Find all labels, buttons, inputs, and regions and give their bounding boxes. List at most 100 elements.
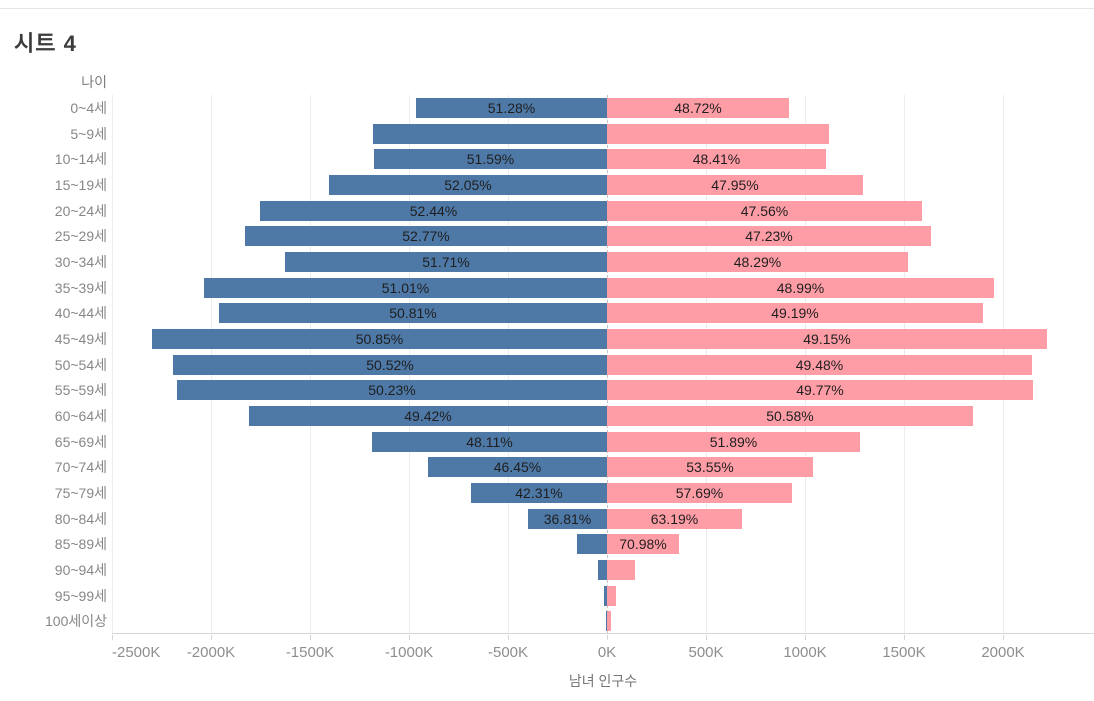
female-bar[interactable]: 57.69% (607, 483, 792, 503)
male-bar[interactable]: 50.23% (177, 380, 607, 400)
female-bar-label: 47.56% (740, 203, 789, 219)
x-tick-mark (112, 635, 113, 640)
female-bar[interactable]: 48.99% (607, 278, 994, 298)
age-row-label: 80~84세 (54, 511, 107, 527)
male-bar[interactable]: 52.77% (245, 226, 607, 246)
x-tick-label: 0K (597, 644, 617, 661)
male-bar[interactable]: 50.52% (173, 355, 607, 375)
x-tick-label: 1500K (882, 644, 926, 661)
female-bar[interactable]: 49.48% (607, 355, 1032, 375)
female-bar[interactable]: 50.58% (607, 406, 973, 426)
male-bar-label: 52.77% (402, 228, 450, 244)
female-bar[interactable]: 53.55% (607, 457, 813, 477)
window-top-border (0, 8, 1094, 9)
male-bar-label: 36.81% (543, 511, 592, 527)
male-bar[interactable]: 49.42% (249, 406, 607, 426)
female-bar[interactable]: 63.19% (607, 509, 742, 529)
female-bar-label: 48.41% (692, 151, 741, 167)
male-bar[interactable] (373, 124, 607, 144)
female-bar[interactable] (607, 586, 616, 606)
x-axis-title: 남녀 인구수 (568, 673, 638, 689)
age-row-label: 75~79세 (54, 485, 107, 501)
age-row-label: 90~94세 (54, 562, 107, 578)
female-bar[interactable] (607, 611, 611, 631)
female-bar-label: 49.15% (803, 331, 851, 347)
male-bar[interactable] (577, 534, 607, 554)
x-axis-tick-marks (112, 635, 1094, 641)
female-bar[interactable]: 49.77% (607, 380, 1033, 400)
male-bar[interactable] (604, 586, 607, 606)
male-bar-label: 51.71% (422, 254, 470, 270)
x-tick-mark (310, 635, 311, 640)
x-tick-label: 1000K (783, 644, 827, 661)
age-row-label: 45~49세 (54, 331, 107, 347)
male-bar[interactable]: 51.71% (285, 252, 607, 272)
male-bar-label: 46.45% (493, 459, 542, 475)
male-bar[interactable]: 51.28% (416, 98, 607, 118)
male-bar[interactable]: 48.11% (372, 432, 607, 452)
female-bar-label: 48.99% (776, 280, 825, 296)
male-bar-label: 50.23% (368, 382, 416, 398)
female-bar-label: 53.55% (686, 459, 734, 475)
pyramid-plot-area: 51.28% 48.72% 51.59% 48.41% 52.05% 47.95% 52.4… (112, 95, 1094, 634)
age-axis-labels: 0~4세 5~9세 10~14세 15~19세 20~24세 25~29세 30~34세 35… (0, 95, 107, 634)
male-bar-label: 49.42% (404, 408, 452, 424)
female-bar[interactable] (607, 124, 829, 144)
gridline (112, 95, 113, 633)
x-tick-mark (904, 635, 905, 640)
female-bar[interactable]: 48.29% (607, 252, 908, 272)
female-bar[interactable] (607, 560, 635, 580)
male-bar-label: 52.44% (409, 203, 458, 219)
x-axis-tick-labels: -2500K -2000K -1500K -1000K -500K 0K 500K 1000K… (112, 644, 1094, 664)
male-bar[interactable] (606, 611, 607, 631)
female-bar-label: 48.29% (733, 254, 782, 270)
female-bar[interactable]: 47.95% (607, 175, 863, 195)
male-bar[interactable]: 52.44% (260, 201, 607, 221)
male-bar[interactable]: 52.05% (329, 175, 607, 195)
female-bar-label: 57.69% (675, 485, 724, 501)
male-bar[interactable]: 46.45% (428, 457, 607, 477)
age-row-label: 40~44세 (54, 305, 107, 321)
x-tick-mark (607, 635, 608, 640)
female-bar[interactable]: 48.72% (607, 98, 789, 118)
age-row-label: 15~19세 (54, 177, 107, 193)
male-bar[interactable]: 50.85% (152, 329, 607, 349)
x-tick-mark (706, 635, 707, 640)
female-bar-label: 63.19% (650, 511, 699, 527)
female-bar[interactable]: 47.56% (607, 201, 922, 221)
x-tick-label: -1000K (384, 644, 434, 661)
female-bar[interactable]: 49.19% (607, 303, 983, 323)
male-bar[interactable]: 42.31% (471, 483, 607, 503)
male-bar-label: 51.28% (487, 100, 536, 116)
male-bar[interactable]: 51.59% (374, 149, 607, 169)
male-bar[interactable]: 50.81% (219, 303, 607, 323)
male-bar[interactable]: 36.81% (528, 509, 607, 529)
female-bar-label: 47.95% (711, 177, 759, 193)
female-bar[interactable]: 51.89% (607, 432, 860, 452)
age-row-label: 25~29세 (54, 228, 107, 244)
female-bar-label: 70.98% (619, 536, 667, 552)
age-row-label: 100세이상 (45, 613, 107, 629)
female-bar[interactable]: 48.41% (607, 149, 826, 169)
age-row-label: 55~59세 (54, 382, 107, 398)
female-bar-label: 49.48% (795, 357, 844, 373)
male-bar-label: 50.85% (355, 331, 404, 347)
x-tick-mark (211, 635, 212, 640)
male-bar-label: 51.59% (466, 151, 515, 167)
female-bar[interactable]: 70.98% (607, 534, 679, 554)
female-bar[interactable]: 47.23% (607, 226, 931, 246)
age-row-label: 70~74세 (54, 459, 107, 475)
age-row-label: 60~64세 (54, 408, 107, 424)
x-tick-mark (508, 635, 509, 640)
sheet-title: 시트 4 (14, 31, 77, 56)
female-bar[interactable]: 49.15% (607, 329, 1047, 349)
male-bar-label: 50.52% (366, 357, 414, 373)
male-bar[interactable]: 51.01% (204, 278, 607, 298)
male-bar-label: 51.01% (381, 280, 430, 296)
male-bar[interactable] (598, 560, 607, 580)
x-tick-label: -2000K (186, 644, 236, 661)
male-bar-label: 42.31% (515, 485, 563, 501)
age-row-label: 50~54세 (54, 357, 107, 373)
male-bar-label: 48.11% (466, 434, 513, 450)
